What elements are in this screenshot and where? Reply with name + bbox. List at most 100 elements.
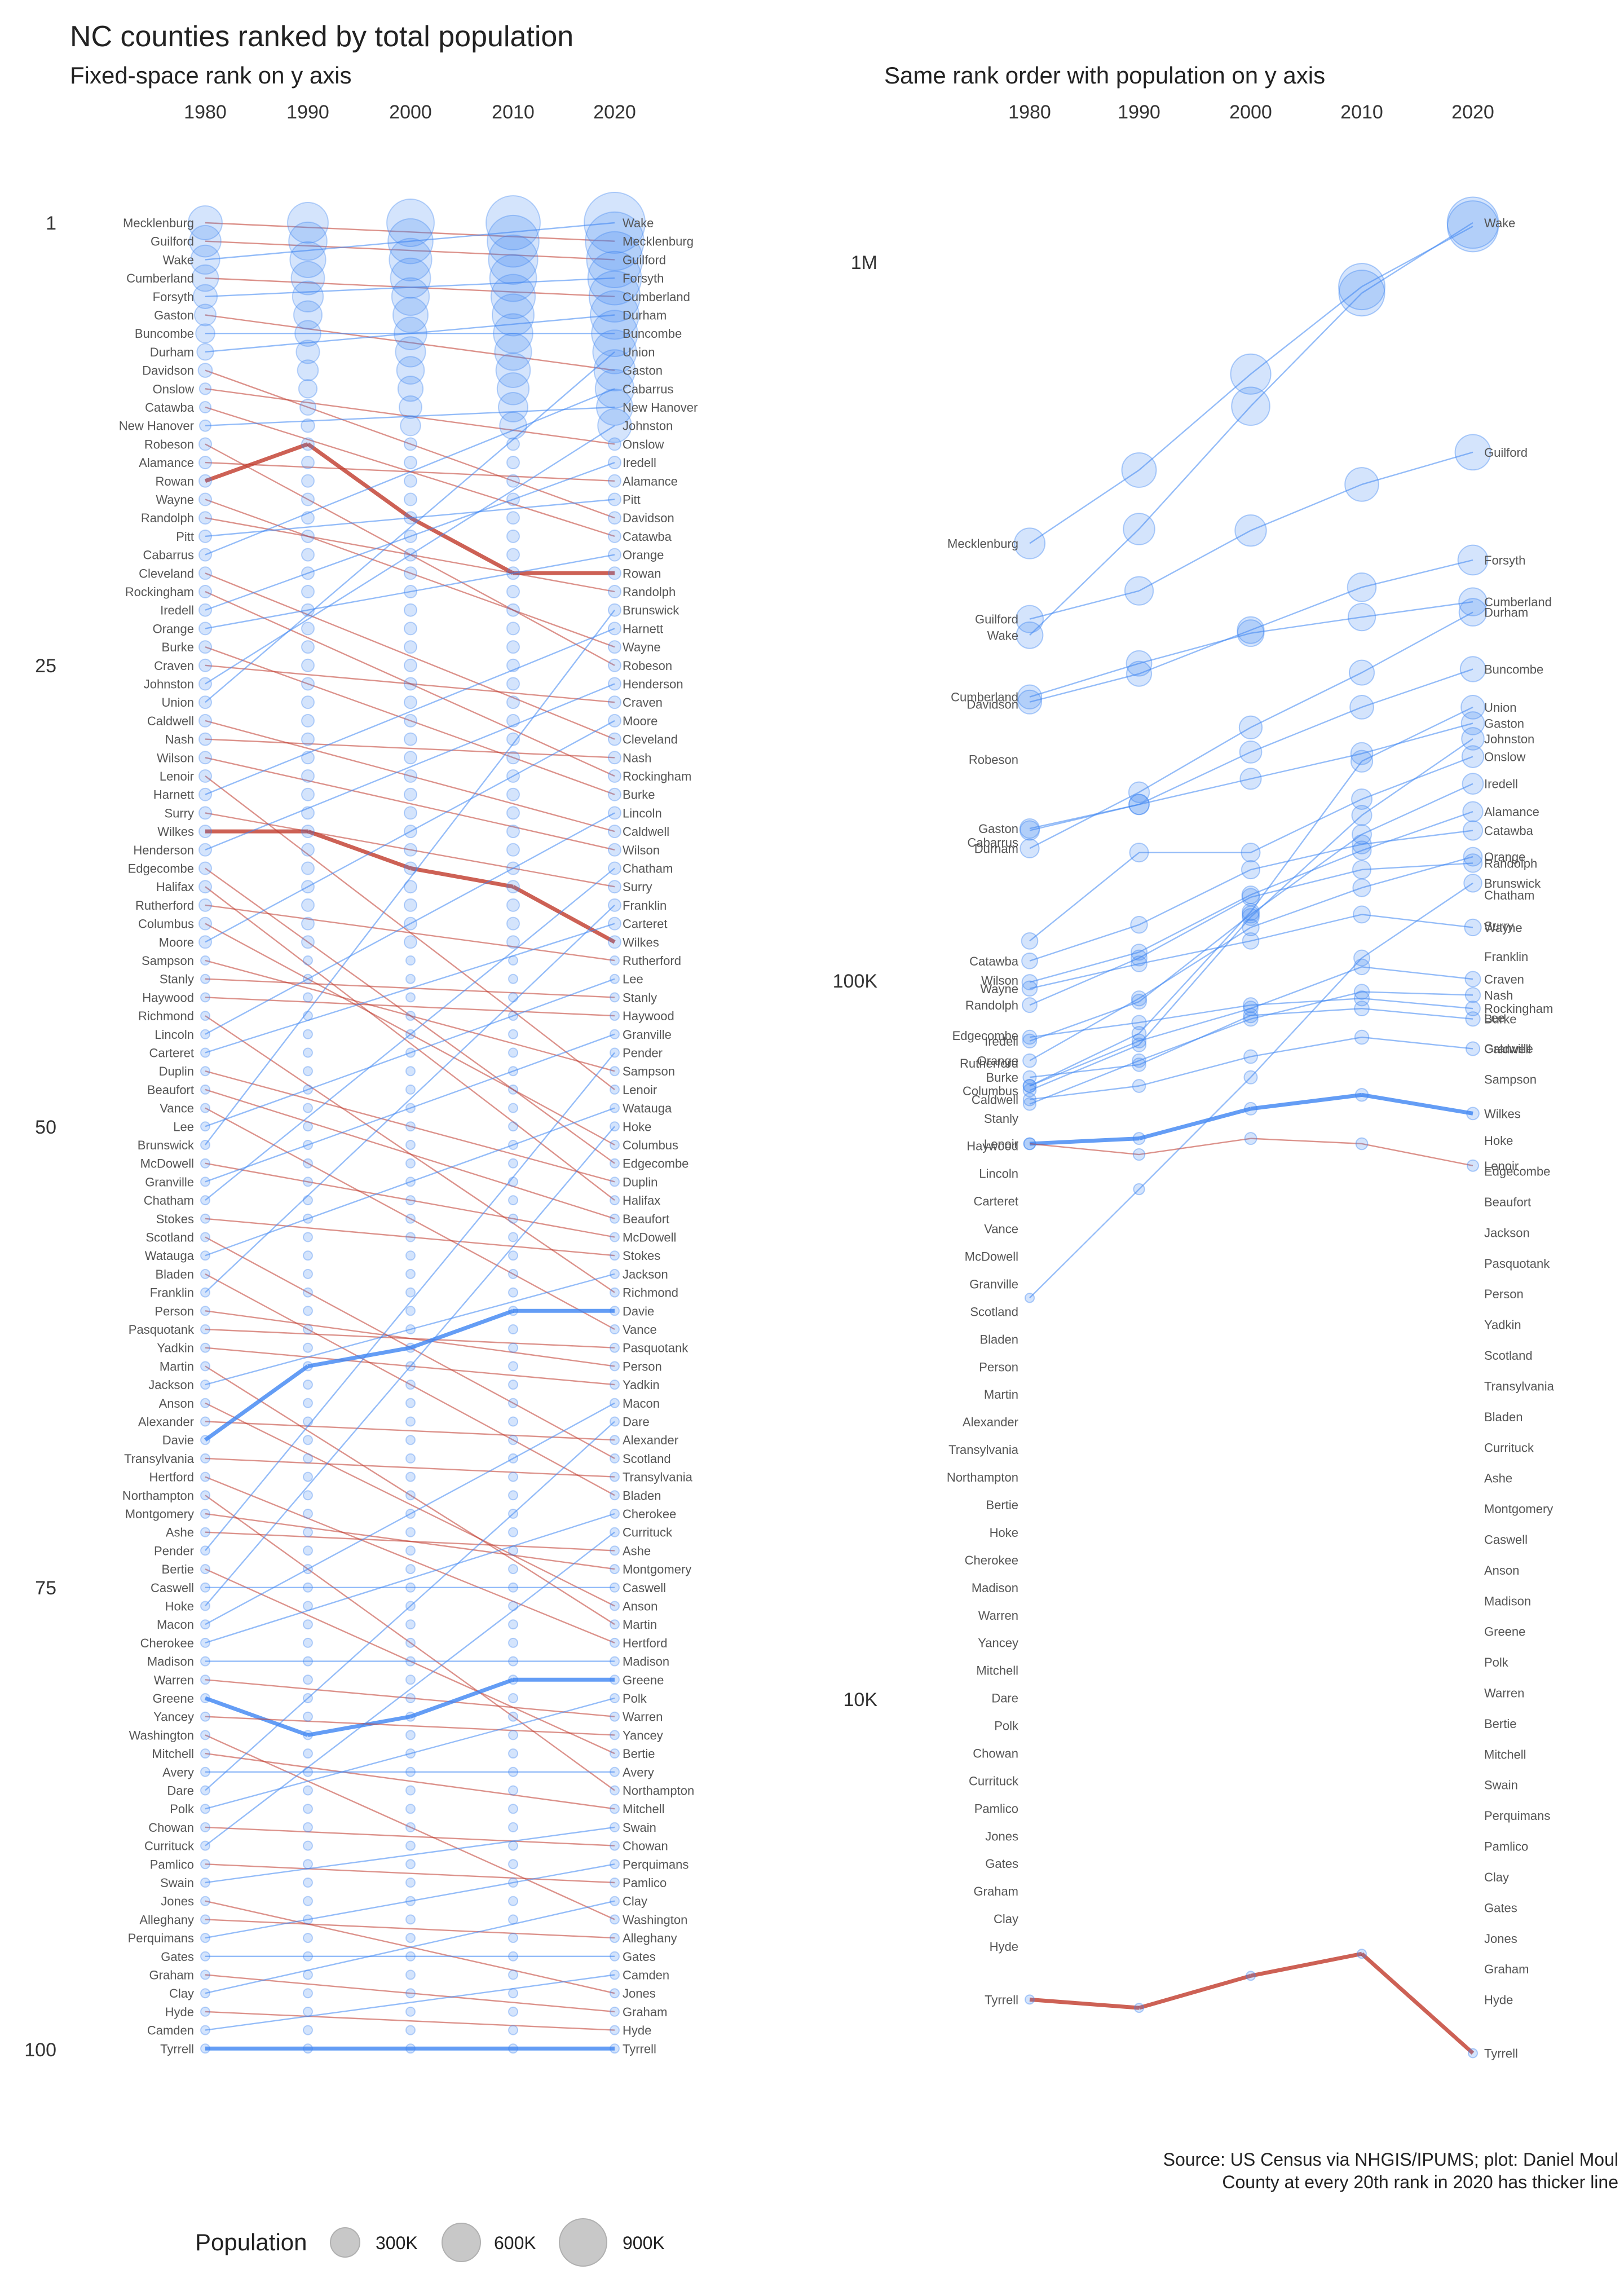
- pop-dot-tyrrell-2: [1246, 1971, 1256, 1981]
- pop-label-2020-union: Union: [1484, 700, 1516, 715]
- rank-dot-1-14: [301, 456, 315, 470]
- rank-line-bertie-3: [513, 1707, 615, 1755]
- pop-label-1980-hyde: Hyde: [990, 1940, 1018, 1954]
- rank-dot-4-33: [608, 806, 621, 820]
- pop-label-2020-jackson: Jackson: [1484, 1226, 1530, 1240]
- pop-dot-wake-1: [1123, 513, 1155, 545]
- rank-line-gaston-3: [513, 355, 615, 371]
- label-2020-yancey: Yancey: [623, 1728, 663, 1742]
- rank-dot-2-41: [405, 955, 416, 966]
- rank-line-perquimans-0: [205, 1919, 308, 1939]
- label-2020-lenoir: Lenoir: [623, 1083, 657, 1097]
- rank-line-warren-1: [307, 1688, 411, 1699]
- label-1980-haywood: Haywood: [142, 990, 194, 1004]
- label-1980-perquimans: Perquimans: [128, 1931, 194, 1945]
- rank-dot-3-10: [496, 372, 530, 406]
- rank-dot-1-57: [303, 1250, 313, 1261]
- rank-dot-1-87: [303, 1804, 313, 1814]
- rank-dot-1-48: [303, 1084, 313, 1095]
- pop-dot-orange-0: [1022, 1053, 1037, 1068]
- pop-label-1980-caldwell: Caldwell: [972, 1092, 1018, 1107]
- pop-label-1980-mcdowell: McDowell: [965, 1250, 1018, 1264]
- rank-line-bladen-2: [410, 1384, 514, 1441]
- label-1980-hertford: Hertford: [149, 1470, 194, 1484]
- pop-label-1980-davidson: Davidson: [967, 698, 1018, 712]
- pop-line-guilford-0: [1029, 590, 1140, 620]
- pop-line-mecklenburg-1: [1138, 373, 1251, 471]
- rank-dot-3-6: [492, 293, 535, 337]
- rank-line-wilson-0: [205, 757, 308, 782]
- rank-dot-2-92: [405, 1896, 416, 1906]
- rank-dot-4-5: [588, 270, 641, 323]
- rank-line-johnston-1: [307, 554, 411, 620]
- rank-line-alexander-1: [307, 1425, 411, 1432]
- rank-dot-2-26: [404, 677, 417, 691]
- pop-dot-randolph-2: [1241, 888, 1260, 907]
- label-1980-beaufort: Beaufort: [147, 1083, 194, 1097]
- rank-dot-1-78: [303, 1637, 313, 1648]
- rank-dot-2-71: [405, 1509, 416, 1519]
- rank-dot-3-78: [508, 1637, 518, 1648]
- pop-line-randolph-1: [1138, 896, 1251, 959]
- rank-dot-3-59: [508, 1287, 518, 1298]
- rank-line-alexander-0: [205, 1421, 308, 1427]
- rank-dot-0-36: [198, 861, 212, 875]
- rank-dot-4-96: [610, 1969, 620, 1980]
- rank-line-alamance-3: [513, 475, 615, 482]
- rank-dot-4-35: [608, 843, 621, 857]
- rank-dot-4-24: [608, 640, 621, 654]
- pop-dot-wilkes-4: [1466, 1107, 1480, 1121]
- rank-dot-0-29: [198, 732, 212, 746]
- rank-dot-2-57: [405, 1250, 416, 1261]
- rank-line-perquimans-2: [410, 1881, 514, 1902]
- legend-circle-small: [330, 2227, 360, 2258]
- label-2020-jones: Jones: [623, 1986, 656, 2000]
- rank-dot-1-65: [303, 1398, 313, 1408]
- rank-line-currituck-0: [205, 1766, 308, 1846]
- rank-dot-1-79: [303, 1656, 313, 1667]
- pop-dot-catawba-4: [1462, 820, 1484, 841]
- rank-line-guilford-2: [410, 249, 514, 256]
- pop-dot-gaston-0: [1019, 818, 1040, 839]
- rank-dot-4-40: [608, 935, 621, 949]
- rank-dot-4-59: [610, 1287, 620, 1298]
- label-1980-pender: Pender: [154, 1544, 194, 1558]
- rank-dot-0-13: [198, 437, 212, 451]
- rank-line-anson-1: [307, 1453, 411, 1505]
- rank-dot-4-72: [610, 1527, 620, 1537]
- pop-line-mecklenburg-2: [1250, 286, 1362, 375]
- rank-dot-2-98: [405, 2006, 416, 2017]
- rank-line-pasquotank-1: [307, 1333, 411, 1339]
- rank-line-robeson-1: [307, 499, 411, 556]
- pop-label-1980-iredell: Iredell: [985, 1034, 1018, 1048]
- pop-line-wayne-3: [1361, 914, 1473, 928]
- pop-dot-onslow-0: [1021, 932, 1039, 950]
- rank-dot-0-58: [200, 1268, 210, 1279]
- label-1980-randolph: Randolph: [141, 511, 194, 525]
- rank-dot-2-49: [405, 1103, 416, 1113]
- rank-dot-0-98: [200, 2006, 210, 2017]
- rank-line-ashe-0: [205, 1531, 308, 1538]
- rank-dot-4-51: [610, 1140, 620, 1150]
- rank-line-cumberland-1: [307, 282, 411, 288]
- rank-line-cabarrus-2: [410, 429, 514, 473]
- rank-line-mcdowell-1: [307, 1181, 411, 1201]
- pop-label-2020-swain: Swain: [1484, 1778, 1518, 1792]
- rank-dot-3-44: [508, 1011, 518, 1021]
- pop-label-1980-person: Person: [979, 1360, 1018, 1374]
- rank-line-brunswick-0: [205, 1011, 308, 1145]
- rank-dot-4-31: [608, 769, 621, 783]
- rank-dot-1-50: [303, 1121, 313, 1132]
- rank-dot-1-16: [301, 492, 315, 506]
- pop-line-lenoir-0: [1029, 1143, 1140, 1156]
- pop-dot-onslow-2: [1241, 843, 1261, 863]
- rank-dot-4-10: [594, 369, 635, 409]
- pop-line-mecklenburg-0: [1029, 469, 1140, 544]
- label-2020-johnston: Johnston: [623, 419, 673, 433]
- label-1980-vance: Vance: [160, 1101, 194, 1116]
- rank-line-wilson-3: [513, 826, 615, 850]
- pop-dot-rockingham-2: [1243, 997, 1259, 1013]
- rank-dot-3-83: [508, 1730, 518, 1740]
- pop-dot-catawba-2: [1241, 860, 1261, 880]
- pop-dot-tyrrell-3: [1357, 1949, 1367, 1959]
